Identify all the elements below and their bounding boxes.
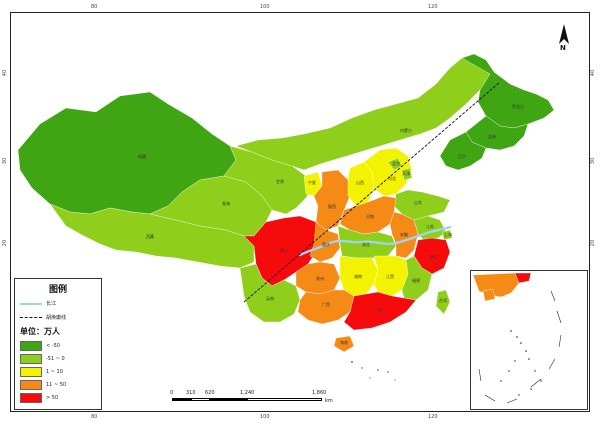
province-24 [339, 255, 379, 297]
province-label-20: 江苏 [426, 223, 434, 229]
legend-swatch-class-0 [20, 341, 42, 351]
province-label-28: 广西 [322, 301, 330, 307]
province-label-1: 西藏 [146, 233, 154, 239]
legend-river-swatch [20, 303, 42, 305]
province-9 [313, 169, 351, 231]
province-label-13: 天津 [402, 170, 410, 176]
province-label-0: 新疆 [138, 153, 146, 159]
north-arrow-icon [559, 24, 569, 44]
province-label-27: 云南 [266, 295, 274, 301]
legend-hu-line-label: 胡焕庸线 [46, 315, 67, 321]
province-6 [465, 115, 529, 151]
lon-tick-bottom-80: 80 [91, 414, 98, 420]
legend-swatch-class-4 [20, 393, 42, 403]
province-label-24: 湖南 [354, 273, 362, 279]
province-label-12: 北京 [392, 160, 400, 166]
province-11 [363, 147, 413, 197]
scale-label-1: 310 [186, 390, 196, 396]
province-5 [461, 53, 555, 129]
province-label-10: 山西 [356, 179, 364, 185]
scale-bar [172, 398, 322, 402]
lon-tick-top-120: 120 [428, 4, 438, 10]
scale-label-4: 1,860 [312, 390, 327, 396]
north-label: N [560, 44, 566, 52]
legend-label-class-2: 1 ~ 10 [46, 369, 63, 375]
province-7 [439, 131, 487, 171]
province-label-5: 黑龙江 [512, 103, 524, 109]
lon-tick-top-100: 100 [260, 4, 270, 10]
legend-swatch-class-2 [20, 367, 42, 377]
province-label-14: 山东 [414, 199, 422, 205]
province-14 [393, 189, 451, 221]
legend-swatch-class-3 [20, 380, 42, 390]
province-label-21: 上海 [444, 231, 452, 237]
legend-title: 图例 [48, 285, 67, 295]
lon-tick-top-80: 80 [91, 4, 98, 10]
province-31 [435, 289, 451, 315]
province-label-31: 台湾 [439, 297, 447, 303]
province-label-25: 江西 [386, 273, 394, 279]
lon-tick-bottom-100: 100 [260, 414, 270, 420]
province-label-23: 贵州 [316, 275, 324, 281]
legend-label-class-0: < -50 [46, 343, 60, 349]
province-21 [441, 229, 453, 241]
province-29 [343, 291, 417, 331]
legend-label-class-4: > 50 [46, 395, 59, 401]
scale-label-0: 0 [170, 390, 174, 396]
province-label-3: 甘肃 [276, 178, 284, 184]
province-label-18: 湖北 [362, 241, 370, 247]
province-label-17: 重庆 [322, 241, 330, 247]
province-label-2: 青海 [222, 200, 230, 206]
province-26 [401, 255, 433, 301]
scale-unit: km [325, 398, 333, 404]
legend-hu-line-swatch [20, 317, 42, 318]
province-label-29: 广东 [374, 307, 382, 313]
province-label-8: 宁夏 [308, 179, 316, 185]
province-13 [401, 167, 413, 181]
yangtze-river [298, 225, 452, 257]
province-label-4: 内蒙古 [400, 127, 412, 133]
province-label-19: 安徽 [400, 231, 408, 237]
legend: 图例 长江 胡焕庸线 单位：万人 < -50 -51 ~ 0 1 ~ 10 11… [14, 278, 102, 410]
hu-line [243, 81, 501, 303]
legend-label-class-1: -51 ~ 0 [46, 356, 65, 362]
province-30 [333, 335, 355, 353]
legend-unit-label: 单位：万人 [20, 327, 60, 336]
legend-river-label: 长江 [46, 301, 57, 307]
lon-tick-bottom-120: 120 [428, 414, 438, 420]
islands [351, 361, 396, 381]
province-label-22: 浙江 [430, 253, 438, 259]
province-1 [49, 203, 255, 269]
province-label-9: 陕西 [328, 203, 336, 209]
province-19 [389, 211, 419, 259]
scale-label-2: 620 [205, 390, 215, 396]
scale-label-3: 1,240 [240, 390, 255, 396]
province-23 [295, 261, 341, 295]
legend-label-class-3: 11 ~ 50 [46, 382, 67, 388]
province-label-15: 河南 [366, 213, 374, 219]
province-label-11: 河北 [388, 175, 396, 181]
province-label-30: 海南 [340, 339, 348, 345]
province-label-7: 辽宁 [458, 153, 466, 159]
south-china-sea-inset [470, 270, 588, 410]
province-17 [309, 221, 341, 263]
province-label-6: 吉林 [488, 133, 496, 139]
legend-swatch-class-1 [20, 354, 42, 364]
province-label-16: 四川 [280, 248, 288, 253]
province-label-26: 福建 [412, 277, 420, 283]
